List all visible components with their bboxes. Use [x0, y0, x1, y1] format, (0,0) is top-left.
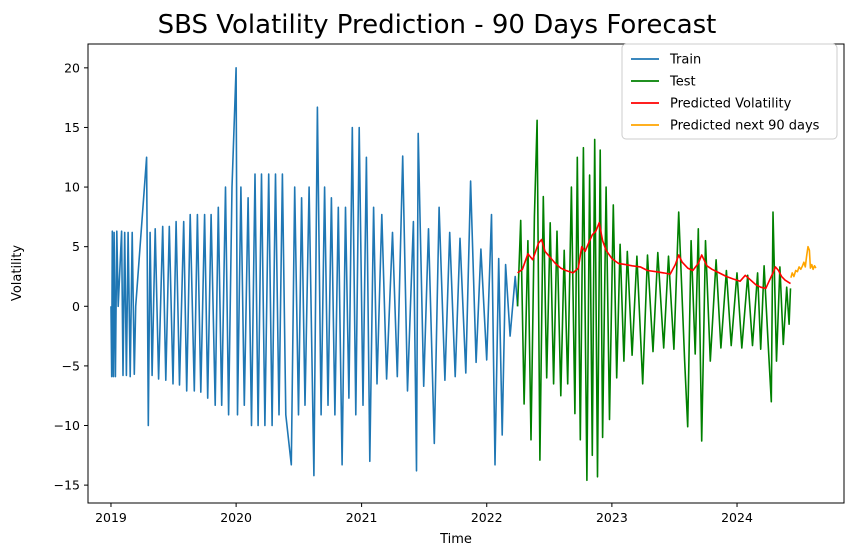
legend-label-test: Test [669, 75, 696, 90]
y-tick-label: −5 [62, 358, 80, 373]
x-tick-label: 2024 [721, 510, 753, 525]
legend-label-predicted-next-90-days: Predicted next 90 days [670, 119, 820, 134]
x-tick-label: 2022 [471, 510, 503, 525]
plot-frame [87, 43, 845, 504]
y-axis-label: Volatility [10, 245, 25, 301]
y-tick-label: −10 [54, 418, 80, 433]
series-line-train [110, 67, 519, 477]
legend-box [621, 43, 838, 140]
y-tick-label: 20 [64, 60, 80, 75]
y-tick-label: 0 [72, 299, 80, 314]
series-line-predicted-next-90-days [790, 245, 817, 278]
plot-lines [110, 67, 817, 482]
y-tick-label: 15 [64, 120, 80, 135]
legend-label-predicted-volatility: Predicted Volatility [670, 97, 792, 112]
series-line-predicted-volatility [517, 222, 791, 290]
x-tick-label: 2021 [346, 510, 378, 525]
x-tick-label: 2023 [596, 510, 628, 525]
series-line-test [516, 119, 792, 482]
x-tick-label: 2019 [95, 510, 127, 525]
legend-label-train: Train [669, 53, 701, 68]
y-tick-label: 10 [64, 180, 80, 195]
y-tick-label: 5 [72, 239, 80, 254]
y-axis: −15 −10 −5 0 5 10 15 20 [54, 60, 88, 493]
legend: Train Test Predicted Volatility Predicted n… [621, 43, 838, 140]
x-axis-label: Time [439, 532, 472, 547]
chart-title: SBS Volatility Prediction - 90 Days Fore… [158, 10, 717, 40]
x-axis: 2019 2020 2021 2022 2023 2024 [95, 503, 753, 525]
x-tick-label: 2020 [220, 510, 252, 525]
y-tick-label: −15 [54, 478, 80, 493]
